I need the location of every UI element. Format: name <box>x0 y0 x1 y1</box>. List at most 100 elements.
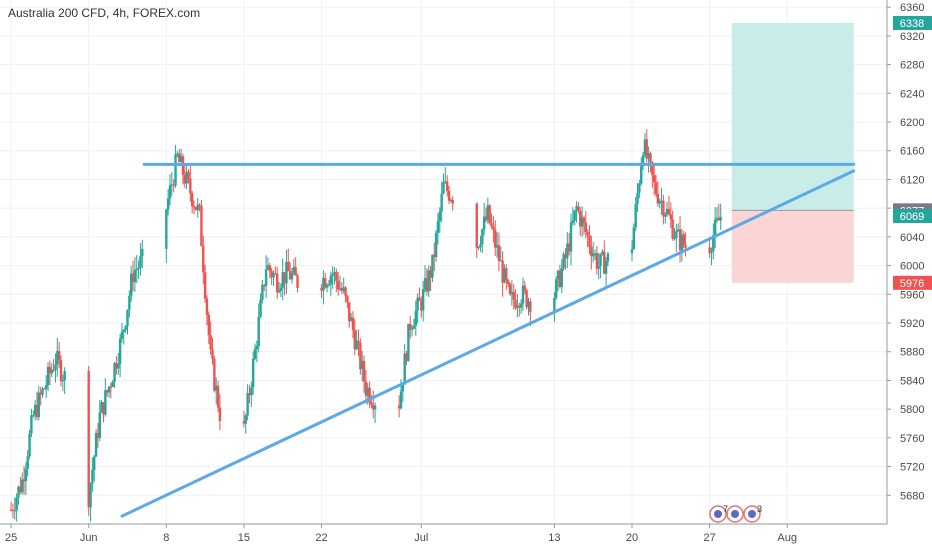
candle-body <box>514 299 517 308</box>
candle-body <box>348 302 351 322</box>
candle-body <box>46 366 50 385</box>
price-tick-label: 6160 <box>900 146 924 158</box>
candle-body <box>190 193 194 207</box>
candle-body <box>433 254 436 257</box>
candle-body <box>255 346 259 350</box>
candle-body <box>192 206 196 208</box>
stop-price-badge-bg <box>893 275 932 290</box>
candle-body <box>39 392 42 395</box>
candle-body <box>577 206 580 212</box>
candle-body <box>640 166 643 184</box>
candle-body <box>713 219 717 236</box>
candle-body <box>632 227 636 250</box>
candle-body <box>213 358 216 391</box>
candle-body <box>566 243 569 259</box>
time-tick-label: 22 <box>315 532 327 544</box>
candle-body <box>444 181 447 183</box>
flag-calendar-icon[interactable]: 7 <box>709 504 728 523</box>
price-tick-label: 5880 <box>900 347 924 359</box>
candle-body <box>333 272 336 274</box>
candle-body <box>654 182 658 194</box>
candle-body <box>250 387 253 396</box>
candle-body <box>54 364 57 371</box>
candle-body <box>401 384 405 392</box>
profit-zone <box>731 22 854 211</box>
position-zones <box>731 22 854 283</box>
candle-body <box>373 405 377 410</box>
candle-body <box>44 384 48 389</box>
candle-body <box>673 237 676 239</box>
candle-body <box>251 358 255 388</box>
candle-body <box>246 393 249 416</box>
stop-price-badge-label: 5976 <box>900 278 924 290</box>
candle-body <box>481 229 484 245</box>
candle-body <box>22 479 26 482</box>
candle-body <box>205 298 209 315</box>
candle-body <box>427 270 430 292</box>
candle-body <box>601 251 604 254</box>
candle-body <box>283 272 286 284</box>
candle-body <box>91 470 94 484</box>
candle-body <box>98 412 101 438</box>
candle-body <box>636 192 639 205</box>
candle-body <box>93 456 96 471</box>
candle-body <box>340 288 344 291</box>
candle-body <box>11 509 15 512</box>
candle-body <box>331 273 334 277</box>
candle-body <box>521 285 525 304</box>
candle-body <box>28 433 31 457</box>
candle-body <box>423 278 427 290</box>
candle-body <box>682 234 685 246</box>
candle-body <box>122 330 126 333</box>
candle-body <box>111 382 114 388</box>
candle-body <box>555 279 558 298</box>
candle-body <box>660 200 663 202</box>
candle-body <box>264 269 268 287</box>
candle-body <box>335 272 338 281</box>
time-axis[interactable]: 25 Jun 8 15 22 Jul 13 20 27 Aug <box>0 523 887 544</box>
candle-body <box>529 301 532 313</box>
candle-body <box>288 271 292 280</box>
candle-body <box>560 268 563 287</box>
candle-body <box>346 295 349 303</box>
candle-body <box>35 404 39 418</box>
candle-body <box>266 265 270 270</box>
candle-body <box>678 229 682 251</box>
event-marker-dot <box>731 510 739 518</box>
candle-body <box>360 360 364 370</box>
candle-body <box>322 277 325 291</box>
candle-body <box>113 363 116 383</box>
candle-body <box>275 273 279 293</box>
candle-body <box>344 287 347 296</box>
candle-body <box>582 217 586 223</box>
candle-body <box>216 385 220 408</box>
candle-body <box>412 325 416 329</box>
price-tick-label: 5920 <box>900 318 924 330</box>
candle-body <box>420 301 423 311</box>
candle-body <box>669 214 672 220</box>
candle-body <box>281 272 284 288</box>
candle-body <box>447 190 451 201</box>
candle-body <box>630 249 634 254</box>
candle-body <box>128 295 131 310</box>
flag-calendar-icon[interactable] <box>726 505 744 523</box>
price-axis[interactable]: 5680 5720 5760 5800 5840 5880 5920 5960 6000 6040… <box>886 0 924 524</box>
candle-body <box>170 184 174 186</box>
candle-body <box>259 299 262 317</box>
price-tick-label: 6360 <box>900 2 924 14</box>
candle-body <box>652 175 656 183</box>
candle-body <box>107 386 111 393</box>
candle-body <box>717 217 721 221</box>
candle-body <box>482 216 486 230</box>
candle-body <box>597 266 600 269</box>
candle-body <box>638 183 641 193</box>
candle-body <box>564 254 567 259</box>
flag-calendar-icon[interactable]: 3 <box>743 504 762 523</box>
ascending-trendline[interactable] <box>120 169 856 518</box>
candle-body <box>133 270 137 283</box>
candle-body <box>198 204 201 206</box>
candle-body <box>43 388 46 390</box>
